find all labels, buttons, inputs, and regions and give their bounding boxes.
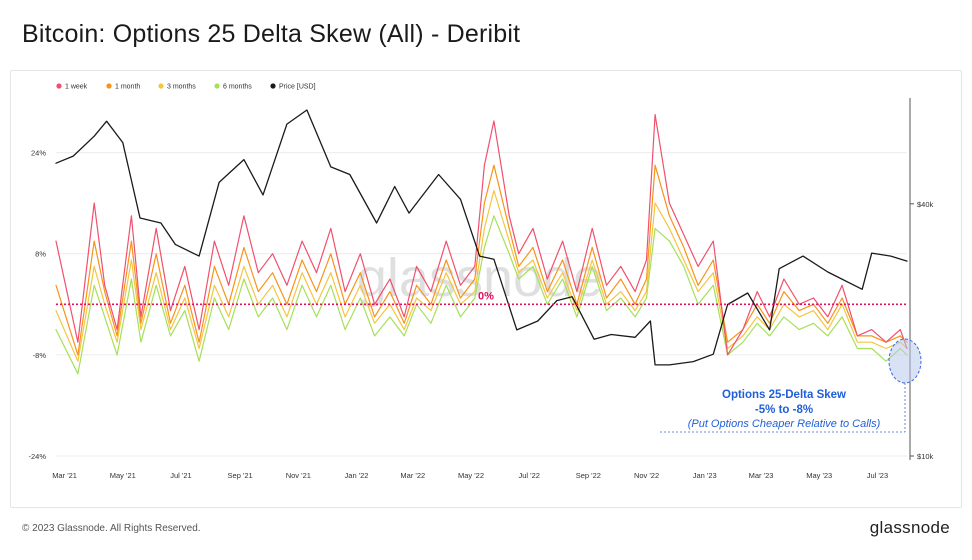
legend-swatch-price <box>270 83 276 89</box>
x-tick-label-5: Jan '22 <box>345 471 369 480</box>
x-tick-label-14: Jul '23 <box>867 471 888 480</box>
series-line-price <box>55 109 908 366</box>
brand-logo[interactable]: glassnode <box>869 518 950 537</box>
legend-item-3m[interactable]: 3 months <box>158 83 196 91</box>
legend-label-1w: 1 week <box>65 84 88 91</box>
x-tick-label-1: May '21 <box>110 471 136 480</box>
zero-reference-label: 0% <box>478 290 494 302</box>
legend-swatch-3m <box>158 83 164 89</box>
copyright: © 2023 Glassnode. All Rights Reserved. <box>22 523 201 534</box>
annotation-range: -5% to -8% <box>755 404 813 416</box>
series-line-1m <box>55 164 908 356</box>
legend-label-1m: 1 month <box>115 84 140 91</box>
x-tick-label-6: Mar '22 <box>400 471 425 480</box>
series-line-1w <box>55 113 908 356</box>
legend-item-1m[interactable]: 1 month <box>106 83 140 91</box>
chart-frame <box>10 70 962 508</box>
x-tick-label-8: Jul '22 <box>518 471 539 480</box>
x-tick-label-10: Nov '22 <box>634 471 659 480</box>
annotation: Options 25-Delta Skew -5% to -8% (Put Opti… <box>660 338 922 433</box>
legend-item-6m[interactable]: 6 months <box>214 83 252 91</box>
x-tick-label-2: Jul '21 <box>170 471 191 480</box>
highlight-ellipse <box>888 338 922 384</box>
page-title: Bitcoin: Options 25 Delta Skew (All) - D… <box>22 20 521 48</box>
x-tick-label-7: May '22 <box>458 471 484 480</box>
legend[interactable]: 1 week 1 month 3 months 6 months Price [USD] <box>56 83 316 91</box>
legend-item-1w[interactable]: 1 week <box>56 83 88 91</box>
right-tick-label-0: $40k <box>917 200 934 209</box>
y-tick-label-1: 8% <box>35 250 46 259</box>
series-line-6m <box>55 215 908 375</box>
legend-item-price[interactable]: Price [USD] <box>270 83 316 91</box>
x-tick-label-13: May '23 <box>806 471 832 480</box>
x-tick-label-11: Jan '23 <box>693 471 717 480</box>
x-tick-label-0: Mar '21 <box>52 471 77 480</box>
y-tick-label-2: -8% <box>33 351 47 360</box>
legend-label-3m: 3 months <box>167 84 196 91</box>
x-tick-label-3: Sep '21 <box>228 471 253 480</box>
legend-swatch-1w <box>56 83 62 89</box>
legend-swatch-1m <box>106 83 112 89</box>
x-tick-label-12: Mar '23 <box>749 471 774 480</box>
annotation-title: Options 25-Delta Skew <box>722 389 846 401</box>
annotation-note: (Put Options Cheaper Relative to Calls) <box>688 418 881 430</box>
reference-layer: 0% <box>56 290 907 306</box>
x-tick-label-4: Nov '21 <box>286 471 311 480</box>
legend-label-price: Price [USD] <box>279 84 316 91</box>
right-tick-label-1: $10k <box>917 452 934 461</box>
legend-label-6m: 6 months <box>223 84 252 91</box>
axes: 24% 8% -8% -24% Mar '21 May '21 Jul '21 Sep '21… <box>28 98 934 480</box>
legend-swatch-6m <box>214 83 220 89</box>
y-tick-label-3: -24% <box>28 452 46 461</box>
x-tick-label-9: Sep '22 <box>576 471 601 480</box>
series-layer <box>55 109 908 375</box>
y-tick-label-0: 24% <box>31 149 46 158</box>
